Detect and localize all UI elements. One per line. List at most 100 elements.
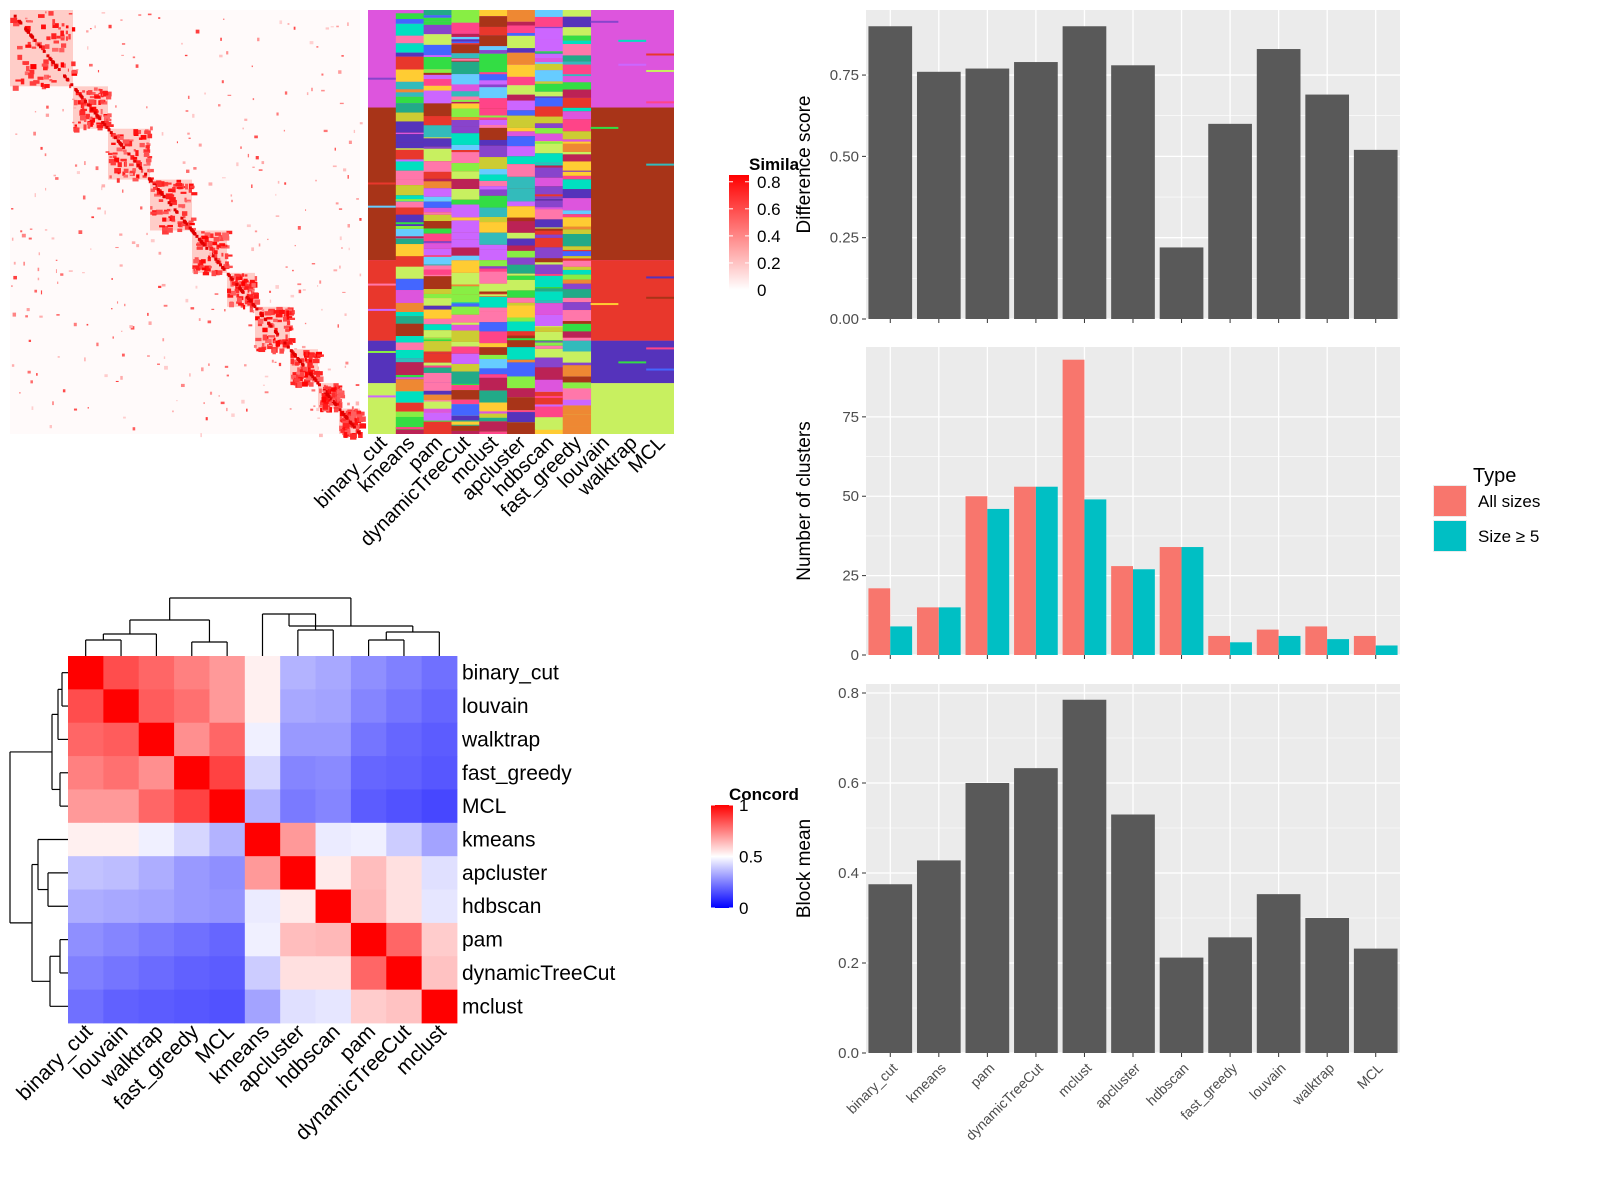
- similarity-noise-cell: [277, 180, 280, 184]
- similarity-noise-cell: [347, 224, 351, 228]
- bar-dynamicTreeCut-0: [1014, 486, 1036, 655]
- concordance-cell: [280, 922, 316, 957]
- similarity-cell: [234, 273, 240, 279]
- cluster-cell: [479, 343, 508, 348]
- similarity-cell: [40, 82, 44, 87]
- similarity-diagonal-cell: [317, 383, 321, 387]
- similarity-cell: [38, 14, 45, 18]
- similarity-cell: [238, 303, 244, 306]
- similarity-diagonal-cell: [253, 305, 257, 309]
- similarity-diagonal-cell: [214, 257, 218, 261]
- x-tick-label-walktrap: walktrap: [1288, 1060, 1337, 1109]
- concordance-cell: [174, 989, 210, 1024]
- similarity-cell: [312, 359, 320, 364]
- similarity-cell: [201, 231, 205, 234]
- similarity-cell: [241, 273, 245, 277]
- similarity-noise-cell: [252, 166, 255, 168]
- similarity-diagonal-cell: [86, 103, 90, 107]
- cluster-cell: [562, 382, 592, 389]
- cluster-cell: [479, 53, 508, 64]
- similarity-noise-cell: [91, 216, 95, 219]
- similarity-noise-cell: [73, 106, 77, 109]
- similarity-noise-cell: [23, 261, 26, 266]
- x-tick-label-pam: pam: [967, 1060, 998, 1091]
- similarity-cell: [258, 318, 264, 324]
- concordance-cell: [244, 722, 281, 757]
- bar-fast_greedy-0: [1208, 635, 1231, 655]
- similarity-cell: [212, 241, 218, 246]
- cluster-cell: [562, 119, 592, 132]
- similarity-cell: [262, 327, 268, 333]
- concordance-cell: [421, 689, 458, 724]
- cluster-cell: [451, 126, 480, 134]
- cluster-cell: [507, 127, 536, 132]
- similarity-diagonal-cell: [268, 323, 272, 327]
- cluster-cell: [507, 290, 536, 298]
- cluster-cell: [562, 414, 592, 427]
- similarity-cell: [333, 406, 339, 409]
- similarity-noise-cell: [44, 153, 47, 157]
- similarity-cell: [314, 356, 321, 359]
- similarity-noise-cell: [181, 224, 186, 227]
- similarity-cell: [254, 299, 261, 305]
- cluster-cell: [479, 16, 508, 27]
- similarity-cell: [208, 255, 211, 260]
- concordance-cell: [138, 722, 175, 757]
- similarity-noise-cell: [359, 122, 363, 125]
- similarity-cell: [181, 211, 188, 216]
- similarity-noise-cell: [84, 357, 86, 362]
- cluster-cell: [395, 13, 425, 19]
- similarity-cell: [114, 157, 120, 163]
- similarity-cell: [31, 46, 37, 49]
- cluster-cell: [479, 145, 508, 158]
- cluster-cell: [395, 134, 425, 143]
- cluster-cell: [423, 214, 452, 222]
- concordance-cell: [174, 689, 210, 724]
- cluster-cell: [534, 81, 564, 84]
- similarity-noise-cell: [176, 400, 178, 402]
- similarity-noise-cell: [321, 73, 324, 76]
- similarity-cell: [255, 337, 262, 342]
- x-tick-label-MCL: MCL: [1354, 1060, 1386, 1092]
- similarity-cell: [108, 158, 115, 164]
- similarity-noise-cell: [78, 230, 83, 235]
- similarity-cell: [162, 217, 167, 222]
- similarity-noise-cell: [316, 46, 319, 48]
- similarity-diagonal-cell: [211, 254, 215, 258]
- concordance-cell: [421, 856, 458, 890]
- similarity-cell: [93, 87, 98, 91]
- cluster-cell: [479, 413, 508, 418]
- similarity-noise-cell: [201, 367, 204, 372]
- cluster-cell: [451, 204, 480, 218]
- similarity-noise-cell: [36, 373, 38, 376]
- similarity-diagonal-cell: [293, 354, 297, 358]
- similarity-diagonal-cell: [263, 317, 267, 321]
- similarity-cell: [316, 351, 323, 357]
- similarity-noise-cell: [112, 336, 114, 339]
- similarity-noise-cell: [31, 406, 34, 410]
- similarity-cell: [159, 225, 165, 228]
- similarity-diagonal-cell: [195, 234, 199, 238]
- similarity-cell: [82, 90, 86, 93]
- similarity-cell: [183, 214, 186, 219]
- cluster-cell: [423, 265, 452, 270]
- cluster-cell: [479, 311, 508, 323]
- y-axis-title: Block mean: [794, 819, 815, 918]
- similarity-cell: [176, 179, 182, 183]
- similarity-noise-cell: [12, 312, 17, 317]
- cluster-cell: [479, 216, 508, 223]
- concordance-cell: [315, 889, 352, 924]
- bar-binary_cut-0: [868, 588, 891, 655]
- cluster-cell: [423, 264, 452, 266]
- concordance-cell: [138, 856, 175, 890]
- cluster-cell: [395, 89, 425, 93]
- cluster-cell: [562, 210, 592, 215]
- similarity-diagonal-cell: [113, 136, 117, 140]
- similarity-cell: [96, 124, 104, 128]
- concordance-cell: [386, 956, 423, 991]
- cluster-cell: [534, 26, 564, 29]
- similarity-cell: [60, 30, 64, 36]
- similarity-noise-cell: [104, 210, 106, 215]
- cluster-cell: [423, 72, 452, 75]
- similarity-cell: [227, 288, 232, 294]
